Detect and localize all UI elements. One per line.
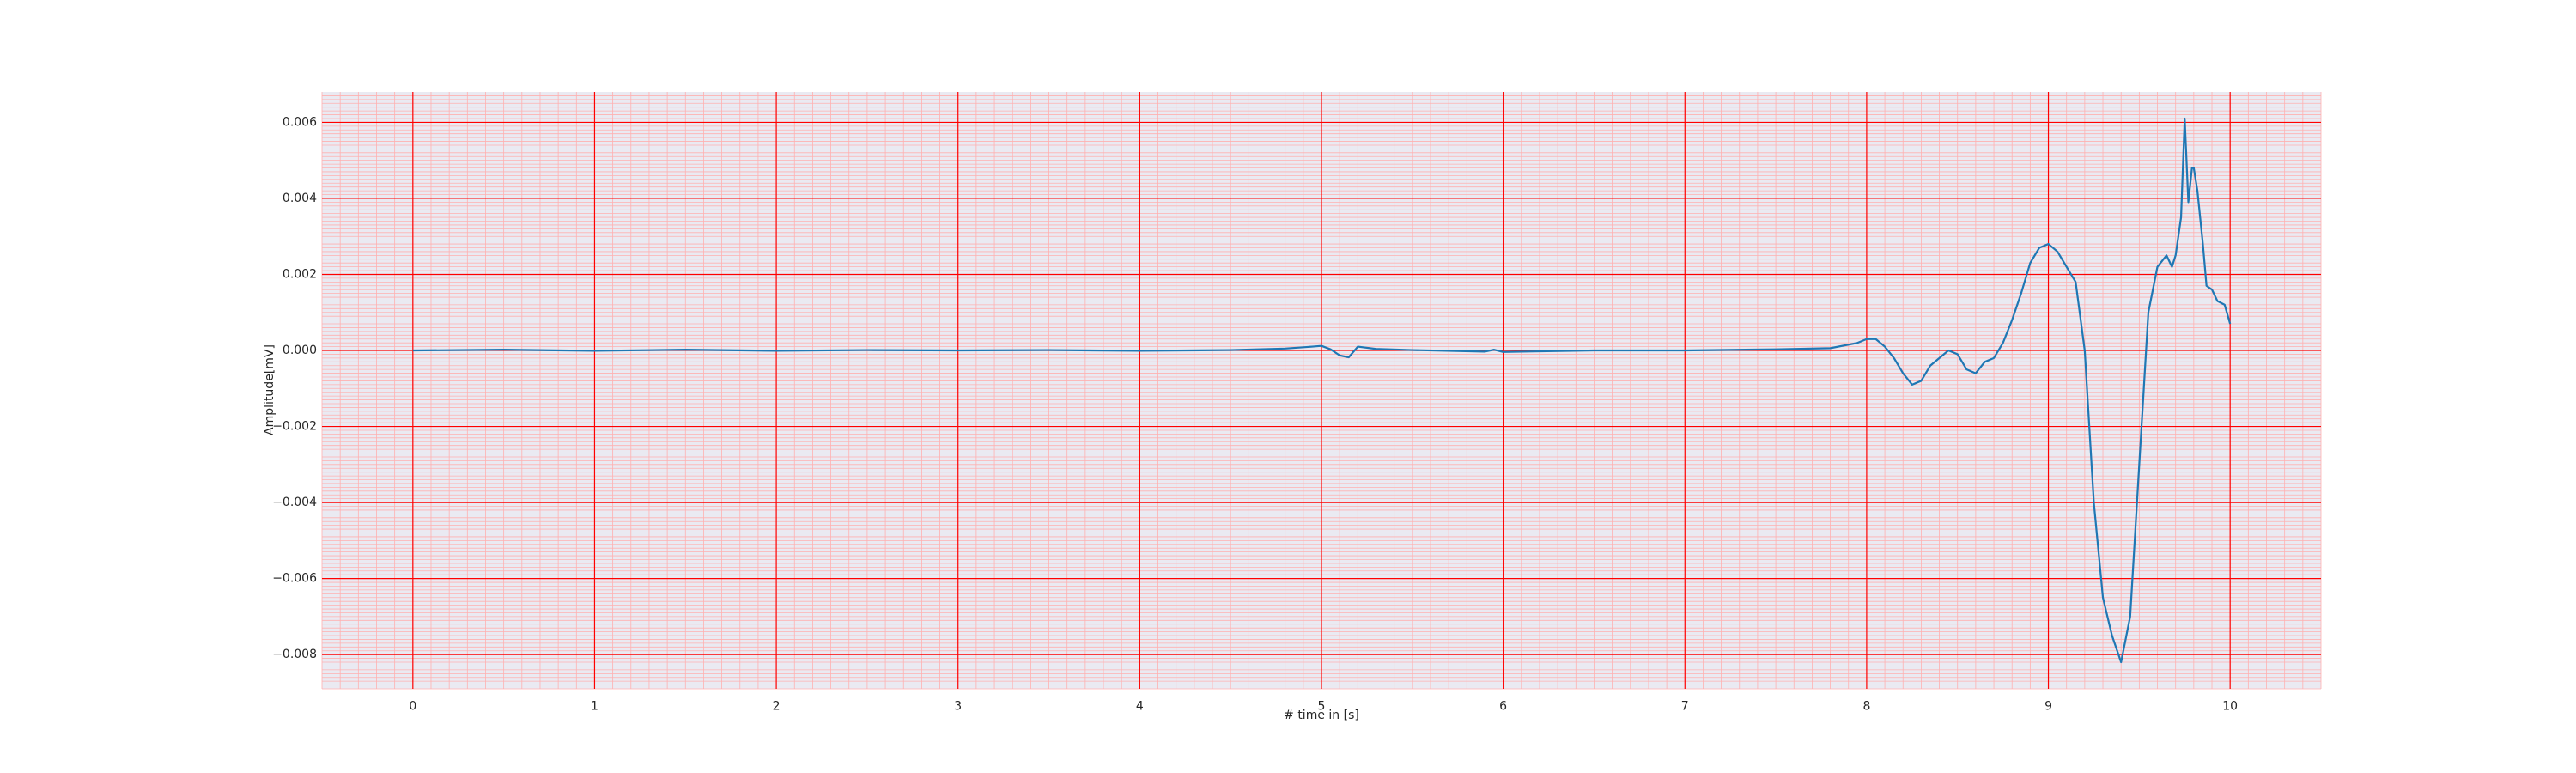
x-tick-label: 2 [773,700,781,714]
y-tick-label: 0.004 [283,192,317,205]
x-tick-label: 8 [1862,700,1870,714]
y-tick-labels: −0.008 −0.006 −0.004 −0.002 0.000 0.002 0.004 0… [272,115,317,661]
x-tick-label: 9 [2044,700,2052,714]
y-tick-label: 0.002 [283,267,317,281]
series-layer [412,117,2232,664]
x-tick-label: 6 [1499,700,1507,714]
y-tick-label: −0.004 [272,496,317,509]
y-tick-label: −0.006 [272,572,317,586]
x-tick-label: 0 [409,700,416,714]
series-line [412,117,2232,664]
x-tick-label: 10 [2222,700,2238,714]
x-tick-labels: 0 1 2 3 4 5 6 7 8 9 10 [409,700,2238,714]
x-axis-label: # time in [s] [1284,709,1359,722]
x-tick-label: 1 [591,700,598,714]
x-tick-label: 3 [954,700,962,714]
y-tick-label: 0.006 [283,115,317,129]
y-tick-label: −0.002 [272,420,317,434]
x-tick-label: 4 [1136,700,1144,714]
x-tick-label: 7 [1681,700,1689,714]
y-tick-label: −0.008 [272,648,317,661]
y-tick-label: 0.000 [283,344,317,357]
x-tick-label: 5 [1318,700,1326,714]
y-axis-label: Amplitude[mV] [263,344,276,435]
